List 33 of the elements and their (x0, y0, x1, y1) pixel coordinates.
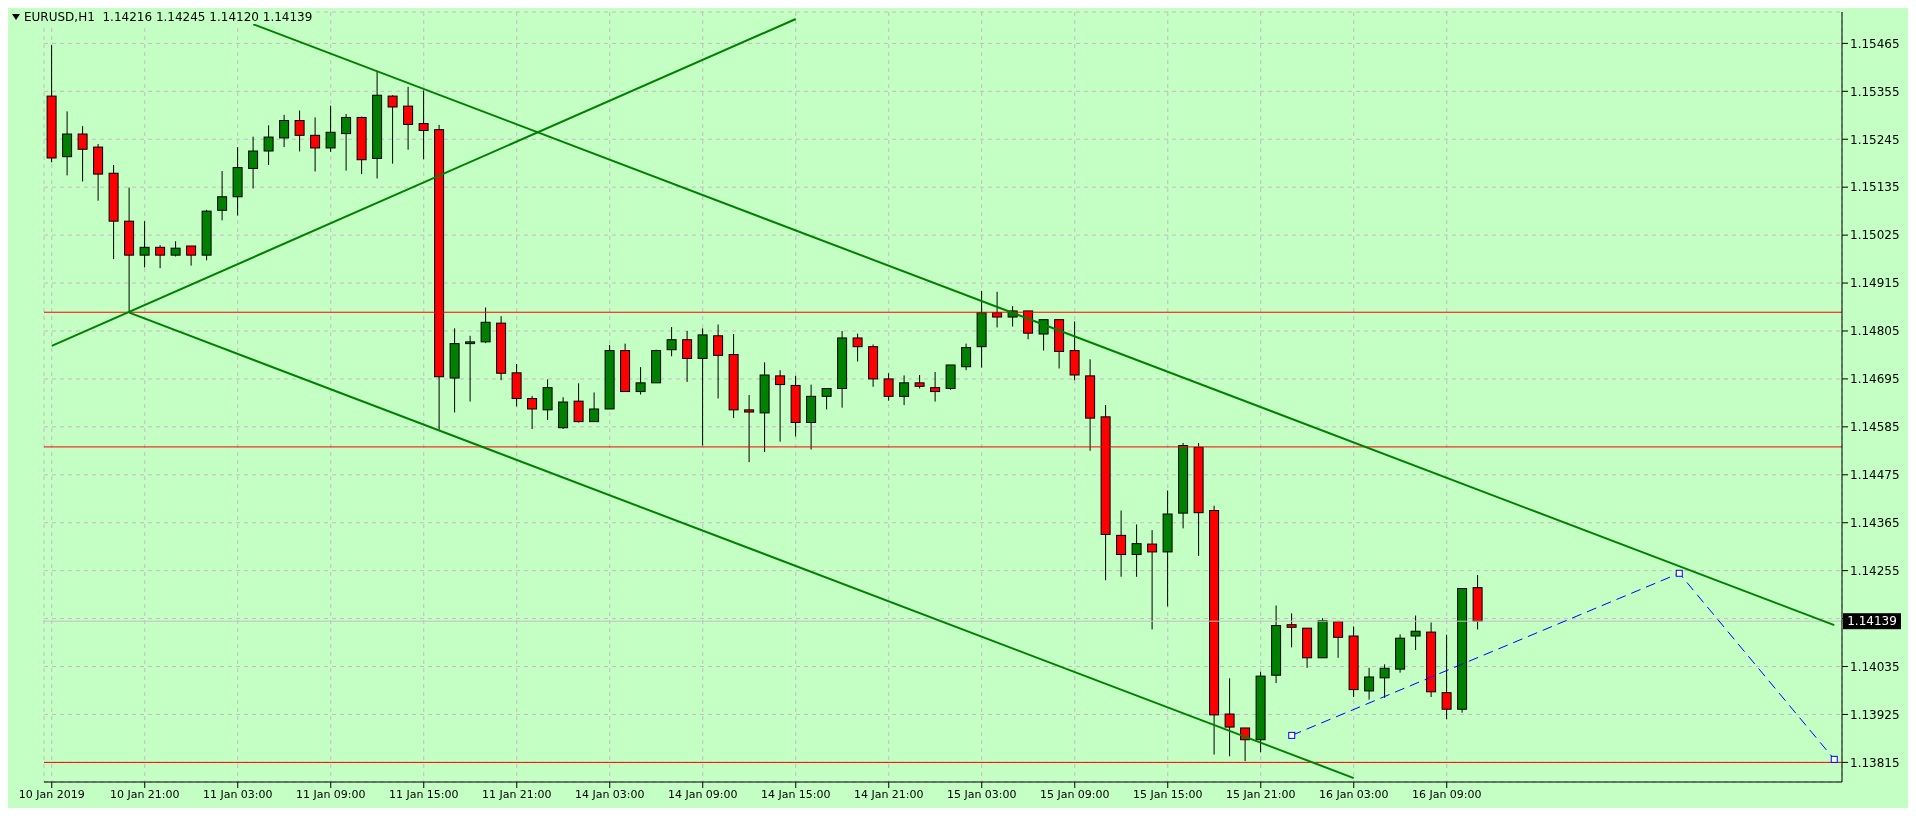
y-tick-label: 1.15135 (1850, 180, 1900, 195)
x-tick-label: 11 Jan 03:00 (202, 787, 273, 801)
chart-title: EURUSD,H1 1.14216 1.14245 1.14120 1.14139 (24, 10, 313, 24)
y-tick-label: 1.14255 (1850, 563, 1900, 578)
x-tick-label: 10 Jan 21:00 (109, 787, 180, 801)
x-tick-label: 11 Jan 21:00 (481, 787, 552, 801)
y-tick-label: 1.14585 (1850, 420, 1900, 435)
y-tick-label: 1.14365 (1850, 515, 1900, 530)
y-tick-label: 1.14695 (1850, 372, 1900, 387)
y-tick-label: 1.14035 (1850, 659, 1900, 674)
y-tick-label: 1.14805 (1850, 324, 1900, 339)
x-tick-label: 15 Jan 03:00 (946, 787, 1017, 801)
x-tick-label: 16 Jan 09:00 (1411, 787, 1482, 801)
x-tick-label: 11 Jan 09:00 (295, 787, 366, 801)
y-tick-label: 1.14915 (1850, 276, 1900, 291)
x-tick-label: 14 Jan 15:00 (760, 787, 831, 801)
x-tick-label: 15 Jan 15:00 (1132, 787, 1203, 801)
x-tick-label: 15 Jan 09:00 (1039, 787, 1110, 801)
y-tick-label: 1.15465 (1850, 36, 1900, 51)
y-tick-label: 1.15355 (1850, 84, 1900, 99)
x-tick-label: 15 Jan 21:00 (1225, 787, 1296, 801)
x-tick-label: 10 Jan 2019 (18, 787, 85, 801)
x-tick-label: 16 Jan 03:00 (1318, 787, 1389, 801)
y-tick-label: 1.13925 (1850, 707, 1900, 722)
y-tick-label: 1.13815 (1850, 755, 1900, 770)
ref-line-label: 1.14139 (1847, 614, 1897, 629)
y-tick-label: 1.14475 (1850, 468, 1900, 483)
x-tick-label: 14 Jan 03:00 (574, 787, 645, 801)
x-tick-label: 14 Jan 09:00 (667, 787, 738, 801)
y-tick-label: 1.15025 (1850, 228, 1900, 243)
y-tick-label: 1.15245 (1850, 132, 1900, 147)
x-tick-label: 11 Jan 15:00 (388, 787, 459, 801)
x-tick-label: 14 Jan 21:00 (853, 787, 924, 801)
